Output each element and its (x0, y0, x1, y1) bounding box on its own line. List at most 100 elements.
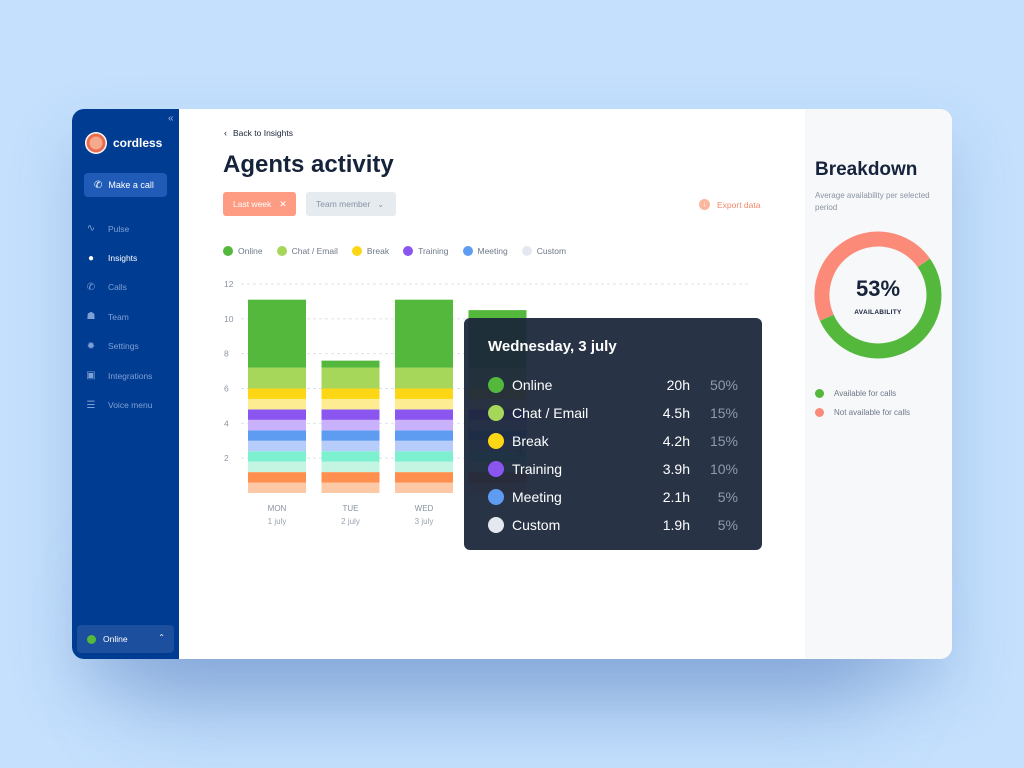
tooltip-dot (488, 405, 504, 421)
bar-segment[interactable] (248, 367, 306, 389)
availability-percent: 53% (855, 276, 901, 301)
sidebar-item-team[interactable]: ☗ Team (84, 302, 152, 331)
bar-segment[interactable] (321, 360, 380, 368)
tooltip-hours: 4.2h (662, 433, 690, 449)
sidebar-item-label: Calls (108, 282, 127, 293)
bar-segment[interactable] (395, 440, 453, 452)
tooltip-hours: 3.9h (662, 461, 690, 477)
bar-segment[interactable] (395, 398, 453, 410)
bar-segment[interactable] (321, 388, 380, 399)
bar-segment[interactable] (321, 398, 380, 410)
legend-item: Online (223, 246, 263, 256)
tooltip-row: Custom 1.9h 5% (488, 515, 738, 535)
tooltip-series-name: Custom (512, 517, 561, 533)
cordless-logo-icon (85, 132, 107, 154)
app-window: « cordless ✆ Make a call ∿ Pulse ● Insights… (72, 109, 952, 659)
bar-segment[interactable] (395, 451, 453, 462)
y-tick-label: 12 (224, 279, 234, 289)
bar-segment[interactable] (321, 440, 380, 452)
x-tick-day: MON (268, 504, 287, 513)
make-a-call-button[interactable]: ✆ Make a call (84, 173, 167, 197)
sidebar-item-calls[interactable]: ✆ Calls (84, 273, 152, 302)
breakdown-legend-dot (815, 389, 824, 398)
bar-segment[interactable] (248, 430, 306, 441)
sidebar-item-pulse[interactable]: ∿ Pulse (84, 214, 152, 243)
bar-segment[interactable] (321, 482, 380, 493)
period-filter-chip[interactable]: Last week ✕ (223, 192, 296, 216)
bar-segment[interactable] (321, 430, 380, 441)
integrations-icon: ▣ (86, 370, 96, 382)
bar-segment[interactable] (395, 419, 453, 431)
chart-legend: Online Chat / Email Break Training Meeting Cu… (223, 246, 580, 256)
team-icon: ☗ (86, 311, 96, 323)
bar-segment[interactable] (248, 299, 306, 368)
sidebar: « cordless ✆ Make a call ∿ Pulse ● Insights… (72, 109, 179, 659)
tooltip-row: Break 4.2h 15% (488, 431, 738, 451)
bar-segment[interactable] (395, 472, 453, 483)
download-icon: ↓ (699, 199, 710, 210)
legend-label: Custom (536, 246, 567, 256)
status-selector[interactable]: Online ⌃ (77, 625, 174, 653)
sidebar-item-settings[interactable]: ✹ Settings (84, 332, 152, 361)
sidebar-nav: ∿ Pulse ● Insights ✆ Calls ☗ Team ✹ Settings ▣ Inte… (84, 214, 152, 420)
make-a-call-label: Make a call (108, 180, 154, 190)
legend-label: Training (418, 246, 449, 256)
x-tick-date: 3 july (415, 517, 434, 526)
bar-segment[interactable] (248, 472, 306, 483)
brand-logo[interactable]: cordless (85, 132, 162, 154)
tooltip-row: Online 20h 50% (488, 375, 738, 395)
bar-segment[interactable] (248, 451, 306, 462)
back-link[interactable]: ‹ Back to Insights (224, 128, 293, 138)
close-icon[interactable]: ✕ (279, 198, 287, 209)
tooltip-percent: 50% (709, 377, 738, 393)
period-filter-label: Last week (233, 199, 272, 209)
bar-segment[interactable] (395, 482, 453, 493)
bar-segment[interactable] (321, 409, 380, 420)
tooltip-hours: 20h (666, 377, 690, 393)
bar-segment[interactable] (248, 482, 306, 493)
tooltip-hours: 4.5h (662, 405, 690, 421)
legend-label: Online (238, 246, 263, 256)
status-dot (87, 634, 96, 644)
voice-menu-icon: ☰ (86, 399, 96, 411)
bar-segment[interactable] (248, 388, 306, 399)
legend-label: Break (366, 246, 390, 256)
bar-segment[interactable] (248, 409, 306, 420)
chart-tooltip: Wednesday, 3 july Online 20h 50% Chat / Ema… (464, 318, 762, 550)
lightbulb-icon: ● (87, 252, 95, 264)
sidebar-item-integrations[interactable]: ▣ Integrations (84, 361, 152, 390)
bar-segment[interactable] (321, 472, 380, 483)
tooltip-title: Wednesday, 3 july (488, 338, 617, 355)
legend-label: Chat / Email (291, 246, 338, 256)
bar-segment[interactable] (321, 419, 380, 431)
bar-segment[interactable] (321, 367, 380, 389)
sidebar-item-voice-menu[interactable]: ☰ Voice menu (84, 390, 153, 419)
bar-segment[interactable] (248, 419, 306, 431)
export-data-button[interactable]: ↓ Export data (699, 199, 760, 210)
legend-dot (351, 246, 362, 256)
bar-segment[interactable] (248, 398, 306, 410)
team-member-dropdown[interactable]: Team member ⌄ (306, 192, 396, 216)
bar-segment[interactable] (395, 409, 453, 420)
team-member-label: Team member (316, 199, 371, 209)
main-content: ‹ Back to Insights Agents activity Last … (179, 109, 805, 659)
bar-segment[interactable] (395, 299, 453, 368)
bar-segment[interactable] (248, 440, 306, 452)
legend-item: Break (351, 246, 390, 256)
bar-segment[interactable] (395, 430, 453, 441)
legend-item: Custom (521, 246, 567, 256)
breakdown-legend-label: Not available for calls (834, 408, 911, 417)
bar-segment[interactable] (395, 388, 453, 399)
collapse-sidebar-icon[interactable]: « (168, 113, 173, 124)
breakdown-title: Breakdown (815, 159, 918, 180)
tooltip-dot (488, 461, 504, 477)
sidebar-item-insights[interactable]: ● Insights (84, 243, 152, 272)
bar-segment[interactable] (321, 461, 380, 473)
legend-item: Meeting (462, 246, 508, 256)
tooltip-hours: 2.1h (662, 489, 690, 505)
bar-segment[interactable] (248, 461, 306, 473)
tooltip-percent: 10% (709, 461, 738, 477)
bar-segment[interactable] (395, 461, 453, 473)
bar-segment[interactable] (321, 451, 380, 462)
bar-segment[interactable] (395, 367, 453, 389)
